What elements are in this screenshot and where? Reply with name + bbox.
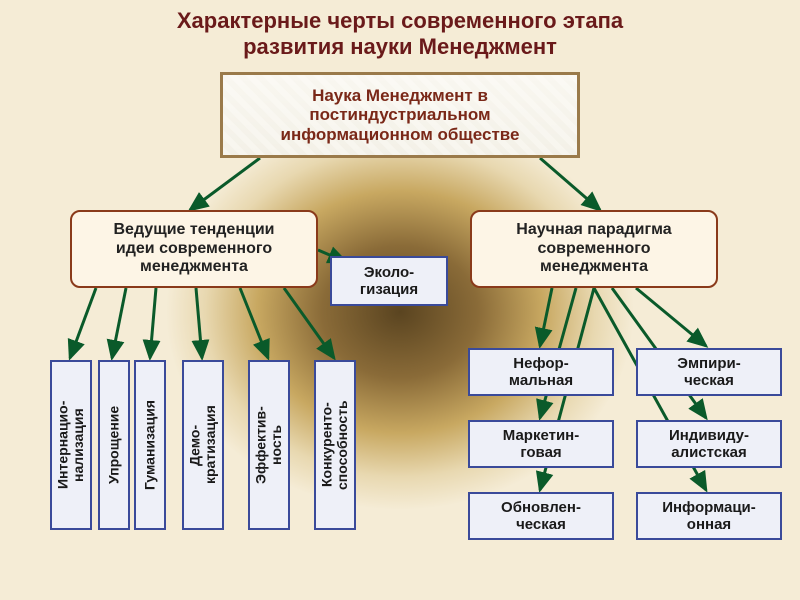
vertical-box-1: Упрощение (98, 360, 130, 530)
arrow-0 (190, 158, 260, 210)
top-concept-box: Наука Менеджмент в постиндустриальном ин… (220, 72, 580, 158)
vertical-box-3: Демо- кратизация (182, 360, 224, 530)
vertical-box-4: Эффектив- ность (248, 360, 290, 530)
vertical-box-0: Интернацио- нализация (50, 360, 92, 530)
arrow-3 (112, 288, 126, 358)
arrow-6 (240, 288, 268, 358)
top-box-l2: постиндустриальном (309, 105, 490, 124)
vertical-box-5: Конкуренто- способность (314, 360, 356, 530)
right-small-box-0: Нефор-мальная (468, 348, 614, 396)
right-small-box-3: Индивиду-алистская (636, 420, 782, 468)
right-mid-l3: менеджмента (540, 258, 648, 275)
right-small-box-5: Информаци-онная (636, 492, 782, 540)
right-small-box-1: Эмпири-ческая (636, 348, 782, 396)
title-line-1: Характерные черты современного этапа (177, 8, 623, 33)
eco-l2: гизация (360, 281, 418, 298)
arrow-4 (150, 288, 156, 358)
right-mid-box: Научная парадигма современного менеджмен… (470, 210, 718, 288)
right-mid-l1: Научная парадигма (516, 221, 671, 238)
left-mid-box: Ведущие тенденции идеи современного мене… (70, 210, 318, 288)
left-mid-l1: Ведущие тенденции (113, 221, 274, 238)
title-line-2: развития науки Менеджмент (243, 34, 557, 59)
arrow-2 (70, 288, 96, 358)
top-box-l3: информационном обществе (281, 125, 520, 144)
page-title: Характерные черты современного этапа раз… (0, 8, 800, 61)
left-mid-l3: менеджмента (140, 258, 248, 275)
arrow-7 (284, 288, 334, 358)
arrow-10 (636, 288, 706, 346)
right-small-box-4: Обновлен-ческая (468, 492, 614, 540)
ecologization-box: Эколо- гизация (330, 256, 448, 306)
right-small-box-2: Маркетин-говая (468, 420, 614, 468)
top-box-l1: Наука Менеджмент в (312, 86, 488, 105)
vertical-box-2: Гуманизация (134, 360, 166, 530)
arrow-5 (196, 288, 202, 358)
arrow-9 (540, 288, 552, 346)
left-mid-l2: идеи современного (116, 240, 272, 257)
arrow-1 (540, 158, 600, 210)
right-mid-l2: современного (537, 240, 650, 257)
eco-l1: Эколо- (364, 264, 414, 281)
